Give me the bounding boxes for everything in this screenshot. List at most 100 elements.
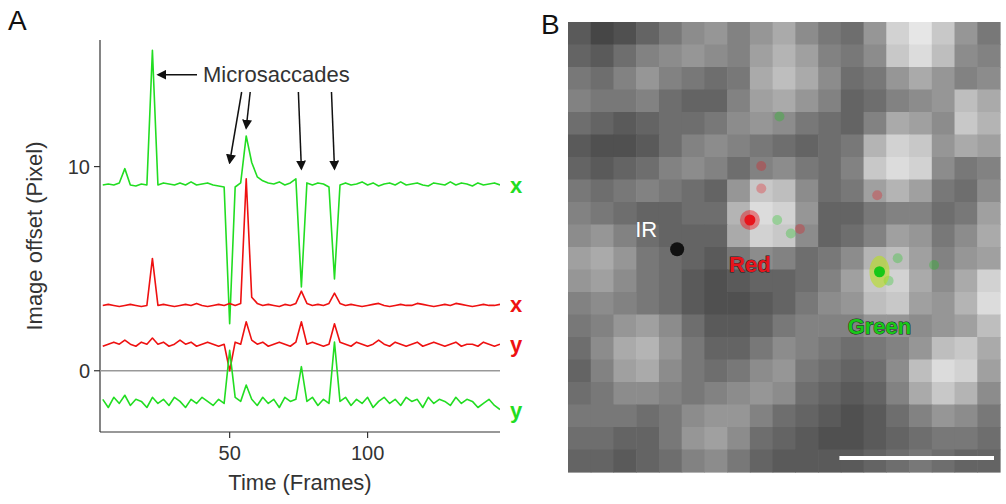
cell [773, 337, 796, 360]
cell [977, 22, 1000, 45]
cell [841, 202, 864, 225]
cell [818, 382, 841, 405]
cell [818, 202, 841, 225]
cell [864, 360, 887, 383]
cell [704, 247, 727, 270]
cell [613, 157, 636, 180]
cell [909, 405, 932, 428]
cell [591, 360, 614, 383]
cell [773, 292, 796, 315]
trail-dot [772, 215, 782, 225]
cell [773, 225, 796, 248]
cell [977, 225, 1000, 248]
cell [636, 427, 659, 450]
cell [864, 405, 887, 428]
cell [795, 202, 818, 225]
cell [591, 450, 614, 473]
trace [103, 50, 500, 324]
cell [818, 450, 841, 473]
cell [909, 157, 932, 180]
cell [659, 337, 682, 360]
cell [773, 450, 796, 473]
cell [659, 360, 682, 383]
cell [886, 202, 909, 225]
cell [750, 337, 773, 360]
dot [670, 242, 684, 256]
cell [795, 157, 818, 180]
cell [977, 315, 1000, 338]
figure: A01050100Image offset (Pixel)Time (Frame… [0, 0, 1006, 504]
cell [886, 90, 909, 113]
cell [886, 247, 909, 270]
cell [591, 225, 614, 248]
cell [704, 157, 727, 180]
cell [750, 180, 773, 203]
cell [886, 22, 909, 45]
cell [886, 450, 909, 473]
cell [704, 292, 727, 315]
cell [841, 180, 864, 203]
cell [636, 247, 659, 270]
cell [795, 247, 818, 270]
cell [636, 315, 659, 338]
cell [864, 382, 887, 405]
cell [591, 180, 614, 203]
series-label: x [510, 292, 523, 317]
cell [886, 112, 909, 135]
cell [704, 360, 727, 383]
cell [636, 112, 659, 135]
plot-area [100, 50, 500, 409]
cell [864, 225, 887, 248]
cell [773, 112, 796, 135]
y-tick [94, 166, 100, 167]
marker-label: Green [848, 314, 912, 339]
x-tick [367, 432, 368, 438]
cell [886, 292, 909, 315]
x-axis-title: Time (Frames) [228, 470, 371, 495]
image [568, 22, 1001, 473]
cell [818, 225, 841, 248]
trace [103, 179, 500, 307]
cell [841, 22, 864, 45]
x-tick-label: 100 [351, 442, 384, 464]
cell [704, 180, 727, 203]
cell [727, 292, 750, 315]
cell [932, 202, 955, 225]
y-tick-label: 0 [79, 360, 90, 382]
cell [795, 180, 818, 203]
cell [568, 427, 591, 450]
cell [659, 427, 682, 450]
cell [932, 360, 955, 383]
cell [818, 180, 841, 203]
cell [773, 157, 796, 180]
cell [727, 112, 750, 135]
cell [955, 157, 978, 180]
cell [682, 90, 705, 113]
cell [636, 360, 659, 383]
cell [864, 112, 887, 135]
cell [591, 292, 614, 315]
cell [591, 90, 614, 113]
y-tick-label: 10 [68, 156, 90, 178]
cell [841, 405, 864, 428]
cell [818, 90, 841, 113]
cell [727, 67, 750, 90]
cell [977, 90, 1000, 113]
cell [977, 45, 1000, 68]
cell [773, 45, 796, 68]
cell [659, 405, 682, 428]
cell [682, 67, 705, 90]
cell [659, 135, 682, 158]
cell [977, 427, 1000, 450]
arrow [331, 92, 334, 169]
cell [977, 405, 1000, 428]
cell [977, 112, 1000, 135]
cell [773, 135, 796, 158]
dot [874, 266, 885, 277]
cell [750, 45, 773, 68]
cell [613, 135, 636, 158]
cell [750, 135, 773, 158]
cell [864, 90, 887, 113]
cell [955, 67, 978, 90]
cell [864, 292, 887, 315]
